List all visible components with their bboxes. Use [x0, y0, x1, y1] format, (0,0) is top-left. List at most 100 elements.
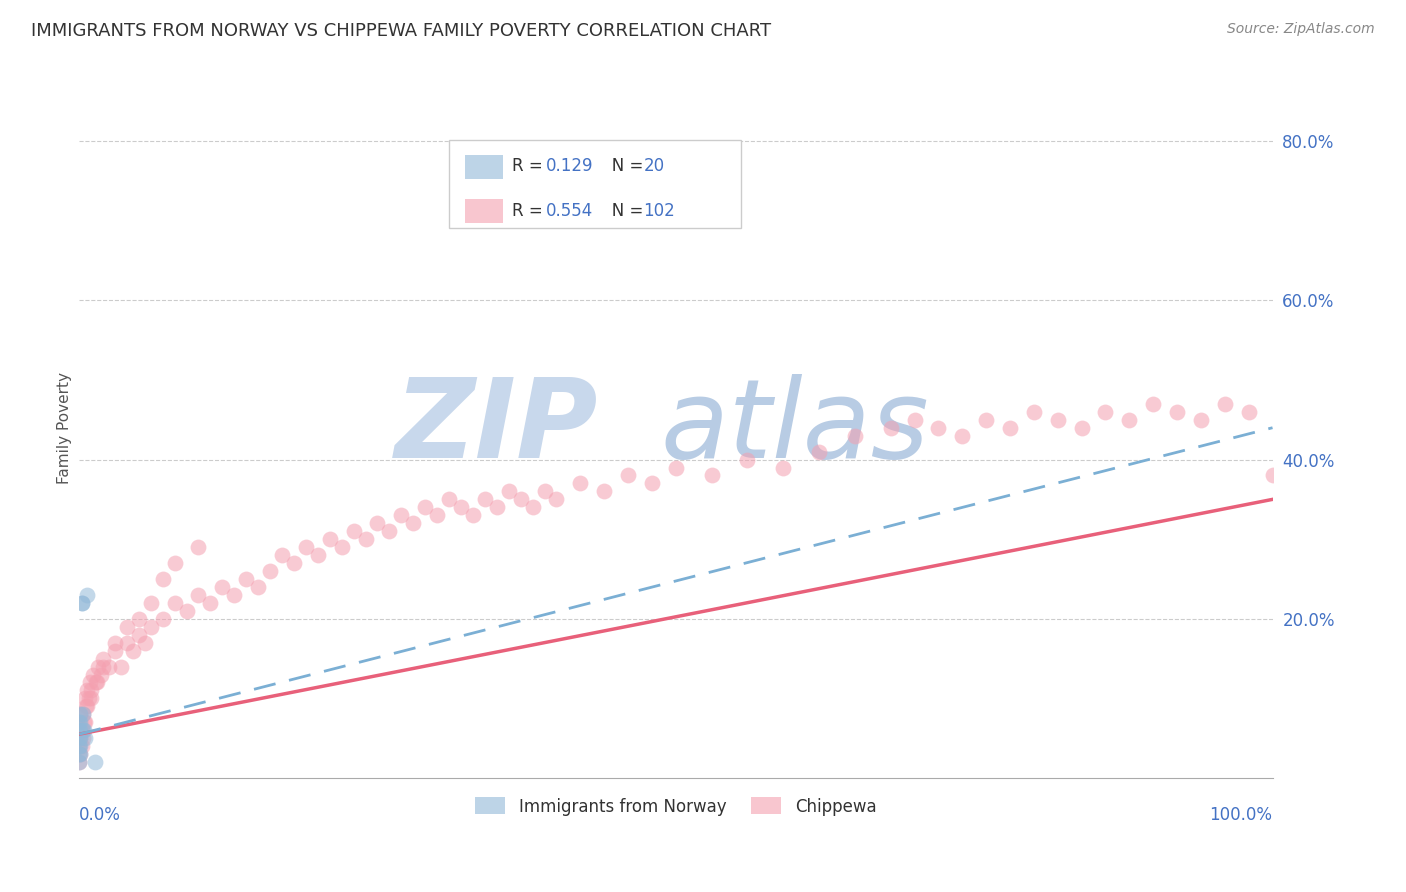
Point [73, 723, 96, 738]
Text: 0.554: 0.554 [546, 202, 593, 219]
Text: IMMIGRANTS FROM NORWAY VS CHIPPEWA FAMILY POVERTY CORRELATION CHART: IMMIGRANTS FROM NORWAY VS CHIPPEWA FAMIL… [31, 22, 770, 40]
Point [224, 588, 246, 602]
Point [69, 731, 91, 746]
Point [91, 659, 114, 673]
Point [402, 516, 425, 531]
Point [69, 747, 91, 761]
Point [72, 707, 94, 722]
Point [903, 413, 925, 427]
Point [389, 508, 412, 523]
Text: ZIP: ZIP [395, 375, 599, 481]
Point [330, 540, 353, 554]
Point [200, 596, 222, 610]
Point [474, 492, 496, 507]
Point [737, 452, 759, 467]
Point [187, 540, 209, 554]
FancyBboxPatch shape [449, 141, 741, 228]
Point [80, 683, 103, 698]
Point [69, 723, 91, 738]
Text: 102: 102 [644, 202, 675, 219]
Point [70, 596, 93, 610]
Point [139, 620, 162, 634]
Point [485, 500, 508, 515]
Point [70, 739, 93, 754]
Point [84, 675, 107, 690]
Point [67, 731, 90, 746]
Point [115, 620, 138, 634]
Point [235, 572, 257, 586]
Text: 20: 20 [644, 157, 665, 176]
Point [413, 500, 436, 515]
Point [509, 492, 531, 507]
Point [1142, 397, 1164, 411]
Point [1118, 413, 1140, 427]
Point [69, 707, 91, 722]
Point [247, 580, 270, 594]
Point [139, 596, 162, 610]
Point [665, 460, 688, 475]
Point [641, 476, 664, 491]
Point [82, 667, 104, 681]
Point [75, 691, 97, 706]
Point [1189, 413, 1212, 427]
Point [70, 596, 93, 610]
Point [69, 715, 91, 730]
Point [319, 532, 342, 546]
Point [307, 548, 329, 562]
Point [90, 667, 112, 681]
Point [72, 723, 94, 738]
Text: atlas: atlas [661, 375, 929, 481]
Point [450, 500, 472, 515]
Point [354, 532, 377, 546]
Point [72, 731, 94, 746]
Point [67, 739, 90, 754]
Point [522, 500, 544, 515]
Point [76, 699, 98, 714]
Point [72, 707, 94, 722]
Text: N =: N = [596, 157, 648, 176]
Point [1166, 405, 1188, 419]
Text: 100.0%: 100.0% [1209, 806, 1272, 824]
Point [75, 699, 97, 714]
Point [76, 588, 98, 602]
Point [69, 707, 91, 722]
Point [974, 413, 997, 427]
Text: R =: R = [512, 157, 548, 176]
FancyBboxPatch shape [464, 155, 503, 179]
Point [772, 460, 794, 475]
Point [134, 635, 156, 649]
Point [950, 428, 973, 442]
Point [343, 524, 366, 539]
Point [259, 564, 281, 578]
Point [75, 715, 97, 730]
Point [87, 659, 110, 673]
Point [1213, 397, 1236, 411]
Text: Source: ZipAtlas.com: Source: ZipAtlas.com [1227, 22, 1375, 37]
Text: N =: N = [596, 202, 648, 219]
Point [128, 628, 150, 642]
Point [366, 516, 388, 531]
Point [593, 484, 616, 499]
Point [461, 508, 484, 523]
Text: R =: R = [512, 202, 548, 219]
Point [128, 612, 150, 626]
Point [533, 484, 555, 499]
Legend: Immigrants from Norway, Chippewa: Immigrants from Norway, Chippewa [468, 790, 883, 822]
Point [86, 675, 108, 690]
Point [1237, 405, 1260, 419]
Point [844, 428, 866, 442]
Point [295, 540, 318, 554]
Point [67, 723, 90, 738]
Point [104, 635, 127, 649]
Point [97, 659, 120, 673]
Point [76, 683, 98, 698]
Point [998, 421, 1021, 435]
Point [67, 715, 90, 730]
Point [498, 484, 520, 499]
Point [163, 596, 186, 610]
Point [67, 739, 90, 754]
Point [617, 468, 640, 483]
Point [1261, 468, 1284, 483]
Y-axis label: Family Poverty: Family Poverty [58, 372, 72, 483]
Point [69, 731, 91, 746]
